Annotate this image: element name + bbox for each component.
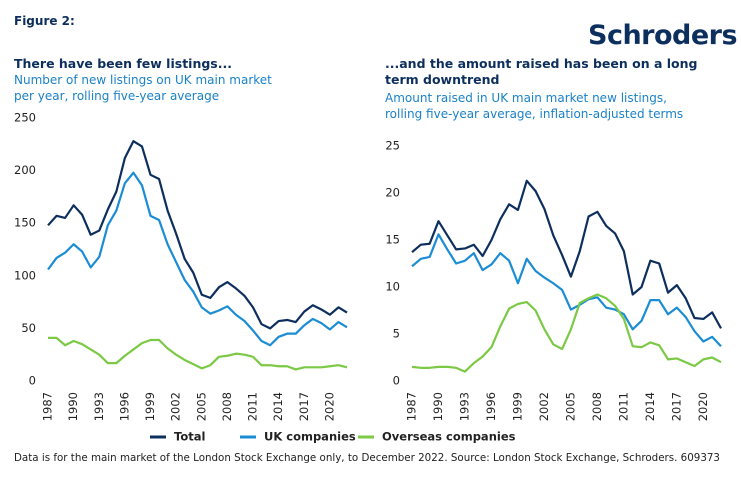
y-tick-label: 0	[393, 374, 400, 388]
legend-label: Total	[174, 430, 205, 444]
brand-logo: Schroders	[588, 20, 738, 51]
x-tick-label: 2020	[696, 392, 710, 421]
y-tick-label: 100	[14, 268, 36, 282]
x-tick-label: 2020	[322, 392, 336, 421]
x-tick-label: 2011	[616, 392, 630, 421]
x-tick-label: 1993	[92, 392, 106, 421]
y-tick-label: 20	[385, 186, 400, 200]
y-tick-label: 25	[385, 139, 400, 153]
legend-label: UK companies	[264, 430, 356, 444]
x-tick-label: 1999	[143, 392, 157, 421]
chart-title: ...and the amount raised has been on a l…	[385, 56, 698, 87]
series-line	[47, 171, 348, 347]
series-line	[47, 140, 348, 330]
x-tick-label: 1987	[41, 392, 55, 421]
x-tick-label: 1990	[66, 392, 80, 421]
x-tick-label: 2011	[246, 392, 260, 421]
series-line	[48, 336, 348, 371]
y-tick-label: 200	[14, 163, 36, 177]
x-tick-label: 2005	[194, 392, 208, 421]
y-tick-label: 150	[14, 216, 36, 230]
chart-subtitle: Number of new listings on UK main market…	[14, 73, 272, 103]
x-tick-label: 1996	[484, 392, 498, 421]
chart-title: There have been few listings...	[14, 56, 232, 71]
figure-label: Figure 2:	[14, 14, 75, 28]
x-tick-label: 1987	[405, 392, 419, 421]
x-tick-label: 2017	[669, 392, 683, 421]
x-tick-label: 2002	[169, 392, 183, 421]
x-tick-label: 1999	[510, 392, 524, 421]
legend-label: Overseas companies	[382, 430, 516, 444]
y-tick-label: 0	[29, 374, 36, 388]
x-tick-label: 2014	[643, 392, 657, 421]
y-tick-label: 10	[385, 280, 400, 294]
x-tick-label: 2005	[563, 392, 577, 421]
footnote: Data is for the main market of the Londo…	[14, 452, 720, 464]
y-tick-label: 50	[21, 321, 36, 335]
y-tick-label: 250	[14, 111, 36, 125]
series-line	[411, 233, 722, 347]
x-tick-label: 2008	[220, 392, 234, 421]
x-tick-label: 2017	[297, 392, 311, 421]
x-tick-label: 2008	[590, 392, 604, 421]
x-tick-label: 1996	[117, 392, 131, 421]
y-tick-label: 15	[385, 233, 400, 247]
series-line	[411, 179, 722, 329]
x-tick-label: 1990	[431, 392, 445, 421]
x-tick-label: 2002	[537, 392, 551, 421]
chart-subtitle: Amount raised in UK main market new list…	[385, 91, 684, 121]
series-line	[411, 293, 722, 373]
x-tick-label: 1993	[457, 392, 471, 421]
x-tick-label: 2014	[271, 392, 285, 421]
y-tick-label: 5	[393, 327, 400, 341]
